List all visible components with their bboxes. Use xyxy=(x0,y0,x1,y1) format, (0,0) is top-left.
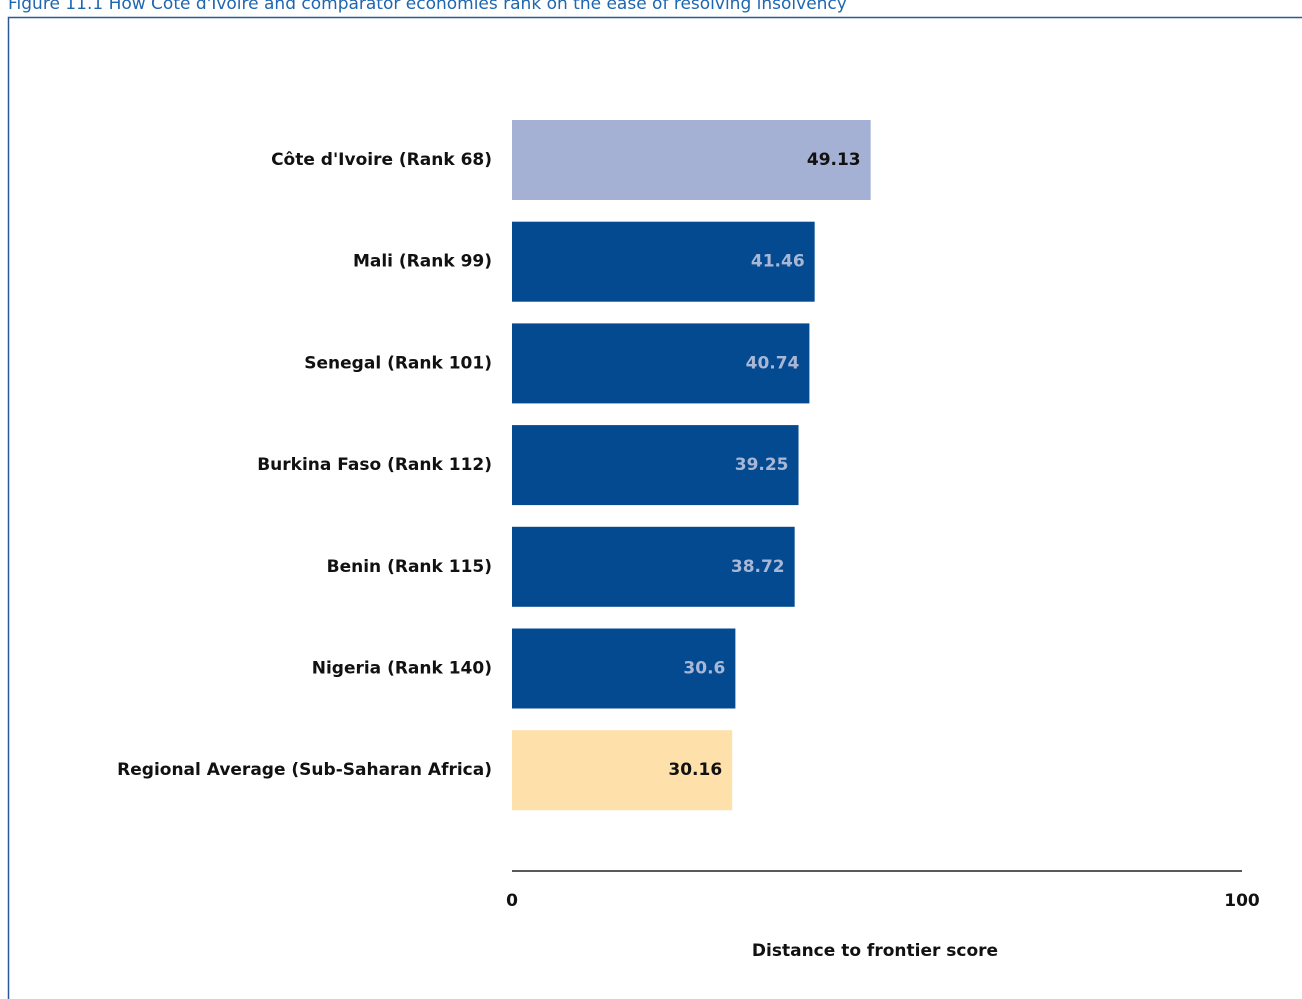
value-label: 30.6 xyxy=(683,659,725,679)
bar xyxy=(512,628,736,709)
y-tick-label: Regional Average (Sub-Saharan Africa) xyxy=(117,760,492,780)
bar xyxy=(512,425,799,506)
y-tick-label: Benin (Rank 115) xyxy=(327,557,492,577)
y-tick-label: Mali (Rank 99) xyxy=(353,252,492,272)
chart-title: Figure 11.1 How Côte d'Ivoire and compar… xyxy=(8,0,847,14)
value-label: 38.72 xyxy=(731,557,785,577)
bar xyxy=(512,730,733,811)
value-label: 49.13 xyxy=(807,150,861,170)
y-tick-label: Senegal (Rank 101) xyxy=(304,353,492,373)
frame xyxy=(7,16,1302,999)
x-axis-label: Distance to frontier score xyxy=(752,941,998,961)
x-tick-label: 0 xyxy=(506,891,518,911)
value-label: 30.16 xyxy=(668,760,722,780)
bar xyxy=(512,221,815,302)
value-label: 39.25 xyxy=(735,455,789,475)
bar xyxy=(512,526,795,607)
x-tick-label: 100 xyxy=(1224,891,1260,911)
value-label: 41.46 xyxy=(751,252,805,272)
y-tick-label: Burkina Faso (Rank 112) xyxy=(257,455,492,475)
y-tick-label: Côte d'Ivoire (Rank 68) xyxy=(271,150,492,170)
y-tick-label: Nigeria (Rank 140) xyxy=(312,659,492,679)
bar xyxy=(512,120,871,200)
value-label: 40.74 xyxy=(746,353,800,373)
bar xyxy=(512,323,810,404)
